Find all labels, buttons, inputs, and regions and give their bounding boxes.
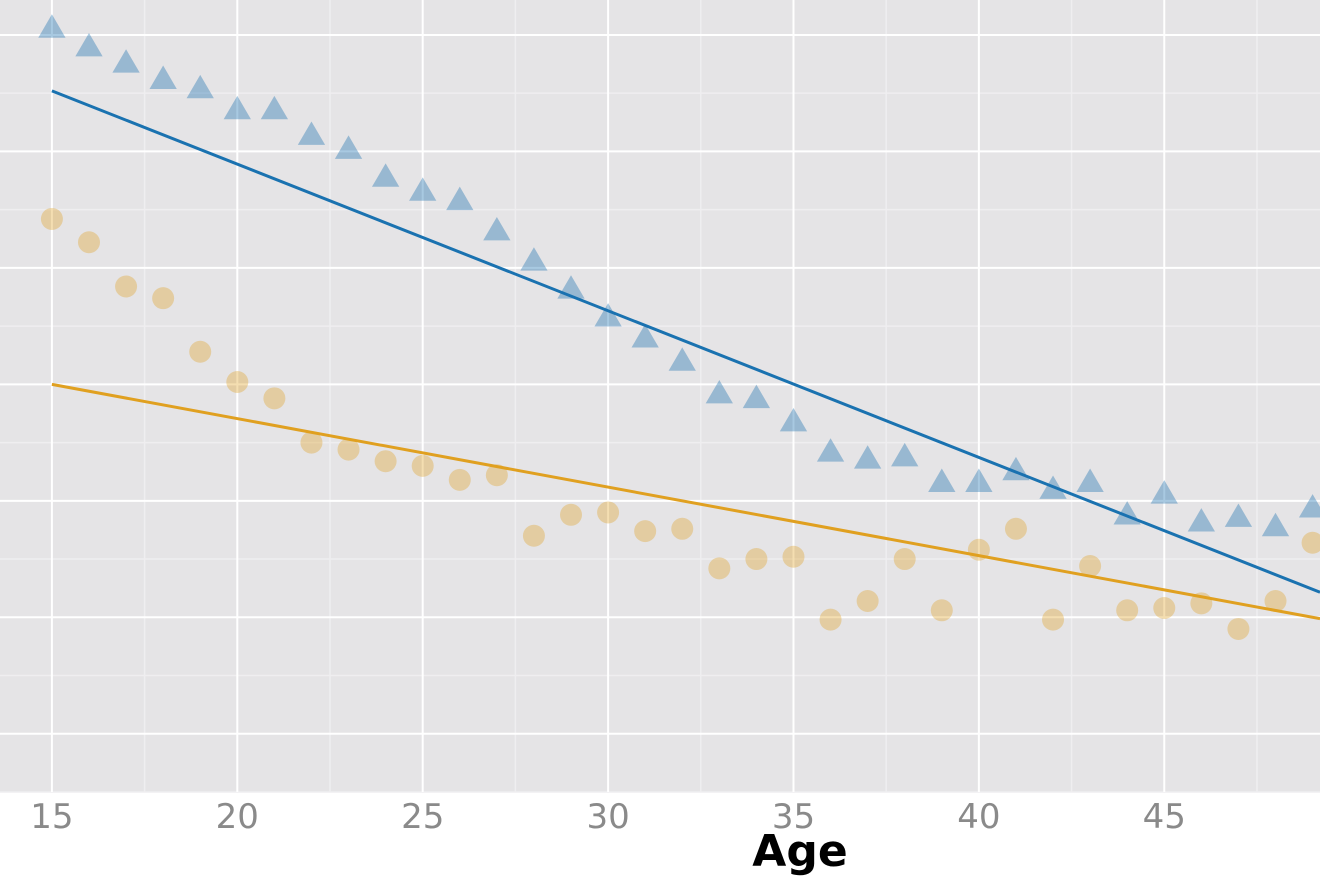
series-1-point	[446, 186, 474, 211]
series-2-point	[40, 207, 63, 230]
series-2-point	[1227, 617, 1250, 640]
series-2-point	[1042, 608, 1065, 631]
data-points	[38, 14, 1320, 640]
series-1-point	[891, 442, 919, 467]
series-1-point	[742, 384, 771, 409]
series-2-point	[745, 548, 768, 571]
series-1-point	[38, 14, 66, 38]
series-1-point	[1150, 480, 1178, 504]
trend-line-2	[51, 382, 1320, 621]
series-1-point	[816, 438, 845, 462]
series-1-point	[1039, 475, 1067, 499]
series-2-point	[300, 431, 323, 454]
series-2-point	[77, 231, 100, 254]
series-1-point	[520, 247, 548, 271]
x-tick-label: 30	[586, 797, 629, 837]
x-tick-label: 25	[401, 797, 444, 837]
series-1-point	[297, 121, 326, 145]
series-1-point	[1002, 456, 1030, 481]
series-2-point	[819, 608, 842, 631]
series-2-point	[263, 387, 286, 410]
series-2-point	[485, 464, 508, 487]
series-1-point	[371, 163, 400, 187]
series-2-point	[634, 520, 657, 543]
series-2-point	[708, 557, 731, 580]
x-tick-label: 40	[957, 797, 1000, 837]
series-1-point	[705, 380, 733, 404]
series-2-point	[671, 517, 694, 540]
series-1-point	[594, 303, 622, 327]
series-2-point	[597, 501, 620, 524]
series-2-point	[411, 454, 434, 477]
series-2-point	[1153, 596, 1176, 619]
series-1-point	[779, 407, 808, 432]
x-tick-label: 20	[216, 797, 259, 837]
series-1-point	[965, 468, 993, 492]
series-1-point	[334, 135, 363, 159]
series-1-point	[149, 65, 177, 89]
series-1-point	[1298, 494, 1320, 518]
x-tick-label: 45	[1143, 797, 1186, 837]
series-2-point	[152, 287, 175, 310]
series-1-point	[631, 324, 659, 348]
series-1-point	[853, 445, 882, 469]
series-2-point	[782, 545, 805, 568]
series-1-point	[186, 74, 214, 99]
x-axis-title: Age	[752, 826, 847, 877]
series-2-point	[226, 371, 249, 394]
series-2-point	[448, 468, 471, 491]
x-tick-label: 15	[30, 797, 73, 837]
series-2-point	[522, 524, 545, 547]
series-2-point	[1190, 592, 1213, 615]
trend-line-1	[51, 89, 1320, 594]
plot-background	[0, 0, 1320, 792]
x-tick-label: 35	[772, 797, 815, 837]
series-1-point	[1261, 512, 1290, 537]
series-1-point	[557, 275, 585, 299]
series-2-point	[856, 589, 879, 612]
series-2-point	[560, 503, 583, 526]
series-2-point	[1079, 555, 1102, 578]
series-2-point	[930, 599, 953, 622]
series-1-point	[75, 32, 103, 57]
series-1-point	[1113, 501, 1141, 525]
series-2-point	[893, 548, 916, 571]
series-2-point	[115, 275, 138, 298]
series-1-point	[1076, 468, 1104, 492]
x-tick-labels: 15 20 25 30 35 40 45	[30, 797, 1186, 837]
series-2-point	[1004, 517, 1027, 540]
series-1-point	[260, 95, 289, 120]
series-2-point	[374, 450, 397, 473]
minor-gridlines	[0, 791, 1320, 793]
series-2-point	[1116, 599, 1139, 622]
series-1-point	[223, 95, 251, 120]
series-2-point	[337, 438, 360, 461]
series-1-point	[409, 177, 437, 201]
major-gridlines	[0, 0, 1320, 792]
series-2-point	[189, 340, 212, 363]
series-2-point	[1301, 531, 1320, 554]
series-1-point	[1187, 508, 1215, 532]
series-2-point	[967, 538, 990, 561]
trend-lines	[51, 89, 1320, 621]
series-1-point	[668, 347, 696, 371]
series-2-point	[1264, 589, 1287, 612]
series-1-point	[112, 49, 140, 73]
series-1-point	[483, 216, 511, 241]
series-1-point	[1224, 503, 1253, 527]
series-1-point	[928, 468, 956, 492]
